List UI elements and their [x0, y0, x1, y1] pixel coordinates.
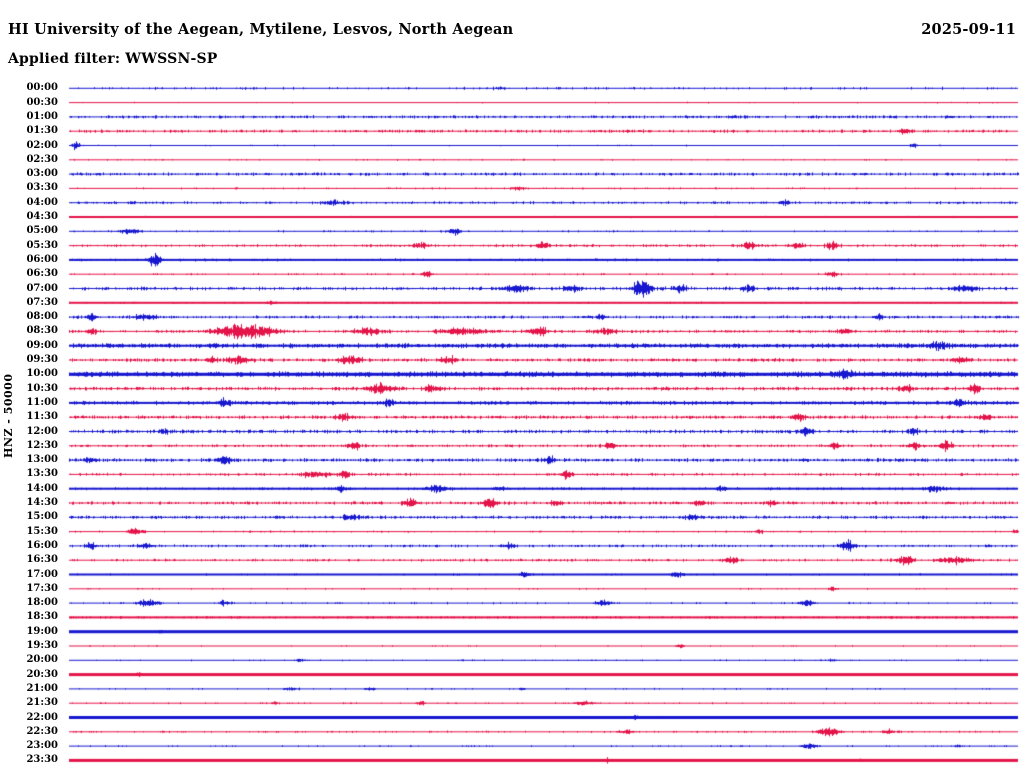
- row-time-label: 15:00: [26, 511, 58, 523]
- row-time-label: 06:30: [26, 268, 58, 280]
- row-time-label: 01:30: [26, 125, 58, 137]
- row-time-label: 21:30: [26, 697, 58, 709]
- row-time-label: 22:30: [26, 725, 58, 737]
- row-time-label: 04:30: [26, 211, 58, 222]
- row-time-label: 14:00: [26, 482, 58, 494]
- row-time-label: 08:00: [26, 311, 58, 323]
- row-time-label: 20:00: [26, 654, 58, 666]
- row-time-label: 07:30: [26, 296, 58, 308]
- row-time-label: 05:00: [26, 225, 58, 237]
- row-time-label: 15:30: [26, 525, 58, 537]
- row-time-label: 23:00: [26, 740, 58, 752]
- row-time-label: 03:30: [26, 182, 58, 194]
- row-time-label: 02:30: [26, 153, 58, 165]
- row-time-label: 09:30: [26, 354, 58, 365]
- row-time-label: 12:30: [26, 439, 58, 451]
- row-time-label: 00:30: [26, 96, 58, 108]
- row-time-label: 16:30: [26, 554, 58, 566]
- row-time-label: 06:00: [26, 253, 58, 265]
- row-time-label: 17:30: [26, 582, 58, 594]
- row-time-label: 13:30: [26, 468, 58, 480]
- row-time-label: 11:00: [26, 396, 58, 408]
- row-time-label: 22:00: [26, 711, 58, 723]
- row-time-label: 13:00: [26, 454, 58, 466]
- row-time-label: 10:00: [26, 368, 58, 380]
- row-time-label: 01:00: [26, 110, 58, 122]
- row-time-label: 03:00: [26, 168, 58, 180]
- row-time-label: 18:00: [26, 597, 58, 609]
- row-time-label: 19:00: [26, 625, 58, 637]
- row-time-label: 16:00: [26, 539, 58, 551]
- row-time-label: 04:00: [26, 196, 58, 208]
- row-time-label: 17:00: [26, 568, 58, 580]
- row-time-label: 09:00: [26, 339, 58, 351]
- row-time-label: 20:30: [26, 668, 58, 680]
- row-time-label: 05:30: [26, 239, 58, 251]
- row-time-label: 00:00: [26, 82, 58, 94]
- row-time-label: 23:30: [26, 754, 58, 766]
- row-time-label: 14:30: [26, 497, 58, 508]
- row-time-label: 07:00: [26, 282, 58, 294]
- row-time-label: 21:00: [26, 682, 58, 694]
- row-time-label: 10:30: [26, 382, 58, 394]
- row-time-label: 18:30: [26, 611, 58, 623]
- row-time-label: 02:00: [26, 139, 58, 151]
- row-time-label: 12:00: [26, 425, 58, 437]
- row-time-label: 08:30: [26, 325, 58, 337]
- row-time-label: 19:30: [26, 640, 58, 651]
- row-time-label: 11:30: [26, 411, 58, 423]
